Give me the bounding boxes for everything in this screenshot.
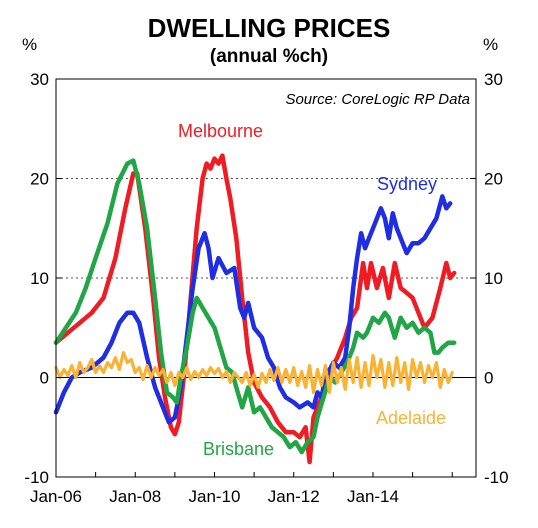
- series-line-sydney: [53, 194, 453, 425]
- y-tick-label-right: 30: [484, 70, 503, 89]
- y-tick-label-left: 0: [40, 369, 49, 388]
- y-tick-label-right: -10: [484, 468, 509, 487]
- label-melbourne: Melbourne: [178, 121, 263, 141]
- label-brisbane: Brisbane: [203, 439, 274, 459]
- x-tick-label: Jan-12: [268, 487, 320, 506]
- series-line-brisbane: [53, 158, 457, 455]
- x-tick-label: Jan-14: [347, 487, 399, 506]
- x-tick-label: Jan-08: [109, 487, 161, 506]
- y-tick-label-left: 20: [30, 170, 49, 189]
- label-sydney: Sydney: [377, 174, 437, 194]
- y-tick-label-right: 20: [484, 170, 503, 189]
- y-tick-label-left: -10: [24, 468, 49, 487]
- series-line-adelaide: [54, 351, 454, 394]
- source-note: Source: CoreLogic RP Data: [285, 91, 470, 108]
- y-axis-right-unit: %: [483, 35, 498, 54]
- y-tick-label-right: 10: [484, 269, 503, 288]
- series-lines: [53, 153, 457, 465]
- y-tick-label-right: 0: [484, 369, 493, 388]
- y-tick-label-left: 30: [30, 70, 49, 89]
- chart-subtitle: (annual %ch): [210, 46, 328, 67]
- y-axis-left-unit: %: [22, 35, 37, 54]
- y-tick-label-left: 10: [30, 269, 49, 288]
- x-tick-label: Jan-10: [188, 487, 240, 506]
- chart-title: DWELLING PRICES: [148, 13, 391, 43]
- label-adelaide: Adelaide: [376, 408, 446, 428]
- x-tick-label: Jan-06: [30, 487, 82, 506]
